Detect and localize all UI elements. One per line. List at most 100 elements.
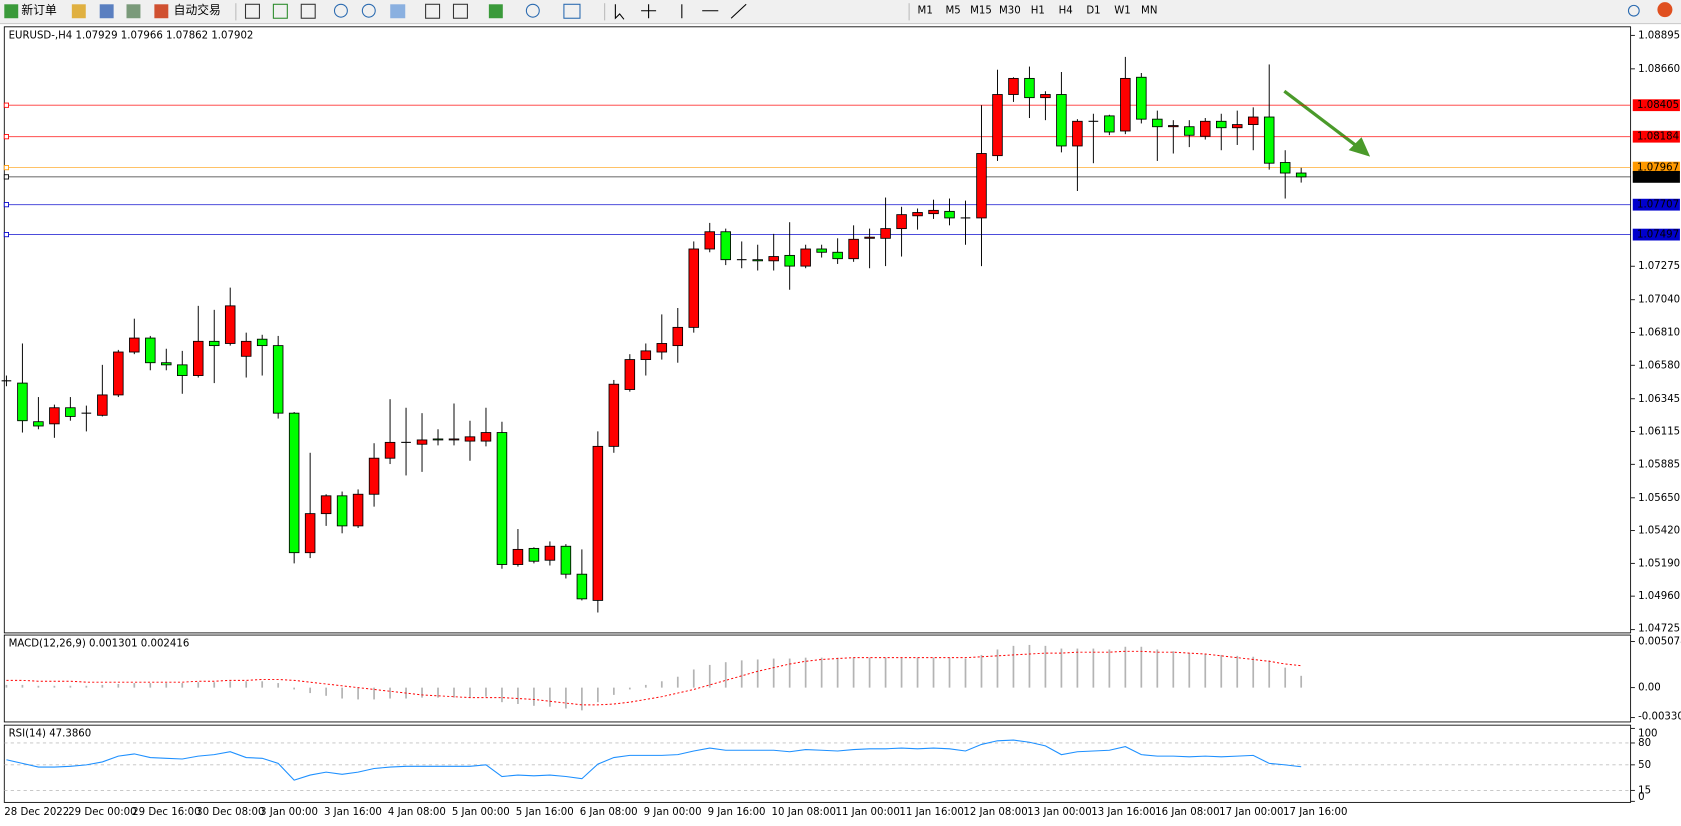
main-title: EURUSD-,H4 1.07929 1.07966 1.07862 1.079… bbox=[9, 30, 254, 41]
crosshair-icon[interactable] bbox=[641, 4, 657, 19]
toolbar-icon[interactable] bbox=[452, 3, 468, 19]
level-marker bbox=[3, 165, 10, 171]
y-tick-label: 1.06810 bbox=[1638, 327, 1680, 338]
timeframe-button[interactable]: H1 bbox=[1031, 6, 1045, 17]
candle-body bbox=[1279, 162, 1291, 174]
cursor-icon[interactable] bbox=[614, 4, 625, 20]
level-marker bbox=[3, 232, 10, 238]
candle-body bbox=[560, 545, 572, 575]
candle-body bbox=[1200, 120, 1211, 137]
auto-trading-icon[interactable] bbox=[154, 4, 169, 19]
candle-body bbox=[432, 438, 444, 441]
zoom-out-icon[interactable] bbox=[361, 3, 376, 18]
candle-body bbox=[161, 362, 172, 366]
y-tick-label: 0.00 bbox=[1638, 683, 1661, 694]
candle-body bbox=[480, 432, 492, 442]
timeframe-button[interactable]: MN bbox=[1141, 6, 1157, 17]
candle-body bbox=[544, 545, 556, 561]
timeframe-button[interactable]: H4 bbox=[1059, 6, 1073, 17]
candle-body bbox=[704, 231, 716, 250]
candle-body bbox=[272, 345, 284, 414]
notification-icon[interactable] bbox=[1657, 2, 1673, 18]
level-label: 1.07967 bbox=[1637, 163, 1679, 174]
x-tick-label: 30 Dec 08:00 bbox=[196, 807, 264, 818]
candle-body bbox=[912, 212, 923, 217]
macd-panel bbox=[3, 634, 1632, 723]
auto-trading-button[interactable]: 自动交易 bbox=[174, 3, 221, 17]
x-tick-label: 13 Jan 16:00 bbox=[1091, 807, 1155, 818]
level-label-bg bbox=[1632, 228, 1680, 241]
candle-body bbox=[944, 210, 955, 219]
x-tick-label: 10 Jan 08:00 bbox=[772, 807, 836, 818]
level-label-bg bbox=[1632, 170, 1680, 183]
x-tick-label: 5 Jan 16:00 bbox=[516, 807, 574, 818]
y-tick-label: 1.05190 bbox=[1638, 558, 1680, 569]
toolbar bbox=[0, 0, 1681, 24]
toolbar-icon[interactable] bbox=[300, 3, 316, 19]
new-order-icon[interactable] bbox=[4, 4, 19, 19]
toolbar-icon[interactable] bbox=[71, 4, 86, 19]
candle-body bbox=[208, 340, 220, 347]
toolbar-icon[interactable] bbox=[244, 3, 260, 19]
y-tick-label: 1.08660 bbox=[1638, 64, 1680, 75]
level-marker bbox=[3, 174, 10, 180]
level-label-bg bbox=[1632, 198, 1680, 211]
y-tick-label: 1.04960 bbox=[1638, 591, 1680, 602]
indicators-icon[interactable] bbox=[488, 4, 503, 19]
timeframe-button[interactable]: D1 bbox=[1086, 6, 1100, 17]
candle-body bbox=[448, 438, 460, 441]
candle-body bbox=[1024, 77, 1035, 99]
candle-body bbox=[592, 445, 604, 601]
toolbar-icon[interactable] bbox=[390, 4, 406, 19]
toolbar-icon[interactable] bbox=[99, 4, 114, 19]
rsi-line bbox=[6, 739, 1302, 781]
timeframe-button[interactable]: W1 bbox=[1114, 6, 1131, 17]
candle-body bbox=[1295, 172, 1307, 178]
candle-body bbox=[1008, 77, 1019, 95]
candle-body bbox=[368, 457, 380, 495]
new-order-button[interactable]: 新订单 bbox=[21, 3, 57, 17]
timeframe-button[interactable]: M30 bbox=[999, 6, 1021, 17]
x-tick-label: 9 Jan 00:00 bbox=[644, 807, 702, 818]
annotation-arrow bbox=[1283, 89, 1361, 150]
templates-icon[interactable] bbox=[563, 3, 581, 19]
x-tick-label: 12 Jan 08:00 bbox=[963, 807, 1027, 818]
candle-body bbox=[992, 94, 1003, 157]
rsi-panel bbox=[3, 724, 1632, 803]
candle-body bbox=[192, 340, 204, 376]
x-tick-label: 11 Jan 16:00 bbox=[899, 807, 963, 818]
level-label-bg bbox=[1632, 130, 1680, 143]
timeframe-button[interactable]: M5 bbox=[945, 6, 960, 17]
y-tick-label: 1.06115 bbox=[1638, 427, 1680, 438]
candle-body bbox=[1152, 118, 1163, 128]
timeframe-button[interactable]: M15 bbox=[970, 6, 992, 17]
candle-body bbox=[848, 238, 859, 260]
x-tick-label: 13 Jan 00:00 bbox=[1027, 807, 1091, 818]
toolbar-icon[interactable] bbox=[425, 3, 441, 19]
zoom-in-icon[interactable] bbox=[333, 3, 348, 18]
y-tick-label: -0.003301 bbox=[1638, 712, 1681, 723]
candle-body bbox=[1216, 120, 1227, 129]
candle-body bbox=[528, 547, 540, 562]
periods-icon[interactable] bbox=[525, 3, 540, 18]
y-tick-label: 1.05420 bbox=[1638, 526, 1680, 537]
x-tick-label: 6 Jan 08:00 bbox=[580, 807, 638, 818]
x-tick-label: 5 Jan 00:00 bbox=[452, 807, 510, 818]
trendline-icon[interactable] bbox=[730, 3, 747, 19]
x-tick-label: 16 Jan 08:00 bbox=[1155, 807, 1219, 818]
y-tick-label: 0.005078 bbox=[1638, 637, 1681, 648]
level-label: 1.08184 bbox=[1637, 132, 1679, 143]
search-icon[interactable] bbox=[1627, 4, 1640, 17]
toolbar-icon[interactable] bbox=[126, 4, 141, 19]
candle-body bbox=[768, 256, 779, 262]
candle-body bbox=[1168, 125, 1179, 128]
x-tick-label: 28 Dec 2022 bbox=[4, 807, 69, 818]
candle-body bbox=[17, 382, 28, 422]
level-marker bbox=[3, 202, 10, 208]
y-tick-label: 1.06580 bbox=[1638, 360, 1680, 371]
x-tick-label: 4 Jan 08:00 bbox=[388, 807, 446, 818]
toolbar-icon[interactable] bbox=[272, 3, 288, 19]
level-marker bbox=[3, 102, 10, 108]
timeframe-button[interactable]: M1 bbox=[918, 6, 933, 17]
